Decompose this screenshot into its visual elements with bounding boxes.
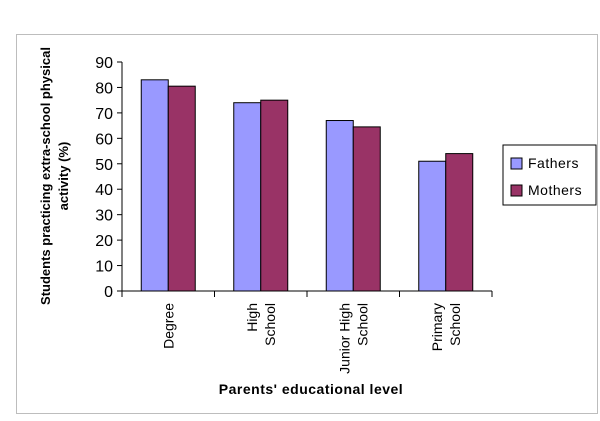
bar-mothers-1	[260, 99, 289, 292]
legend-swatch-mothers	[510, 184, 523, 197]
chart-frame	[16, 34, 598, 414]
x-category-label: High	[244, 303, 260, 332]
x-category-label: School	[447, 303, 463, 346]
bar-fathers-2	[325, 120, 354, 292]
legend-label-fathers: Fathers	[528, 155, 579, 171]
y-axis-title: Students practicing extra-school physica…	[38, 47, 53, 305]
y-tick-label: 70	[95, 106, 113, 123]
y-tick-label: 20	[95, 233, 113, 250]
legend-swatch-fathers	[510, 157, 523, 170]
bar-fathers-3	[418, 160, 447, 292]
bar-fathers-0	[140, 79, 169, 292]
y-tick-label: 60	[95, 131, 113, 148]
y-tick-label: 30	[95, 208, 113, 225]
y-tick-label: 90	[95, 55, 113, 72]
bar-mothers-0	[167, 85, 196, 292]
x-category-label: Primary	[429, 303, 445, 351]
x-category-label: Junior High	[336, 303, 352, 374]
x-category-label: School	[262, 303, 278, 346]
legend-label-mothers: Mothers	[528, 182, 582, 198]
bar-mothers-2	[352, 126, 381, 292]
y-tick-label: 0	[104, 284, 113, 301]
x-category-label: Degree	[160, 303, 176, 349]
legend-box	[502, 144, 597, 206]
x-axis-title: Parents' educational level	[219, 381, 403, 397]
y-tick-label: 80	[95, 80, 113, 97]
bar-fathers-1	[233, 102, 262, 292]
y-axis-title: activity (%)	[56, 142, 71, 211]
x-category-label: School	[354, 303, 370, 346]
y-tick-label: 50	[95, 157, 113, 174]
y-tick-label: 10	[95, 259, 113, 276]
y-tick-label: 40	[95, 182, 113, 199]
bar-mothers-3	[445, 153, 474, 292]
